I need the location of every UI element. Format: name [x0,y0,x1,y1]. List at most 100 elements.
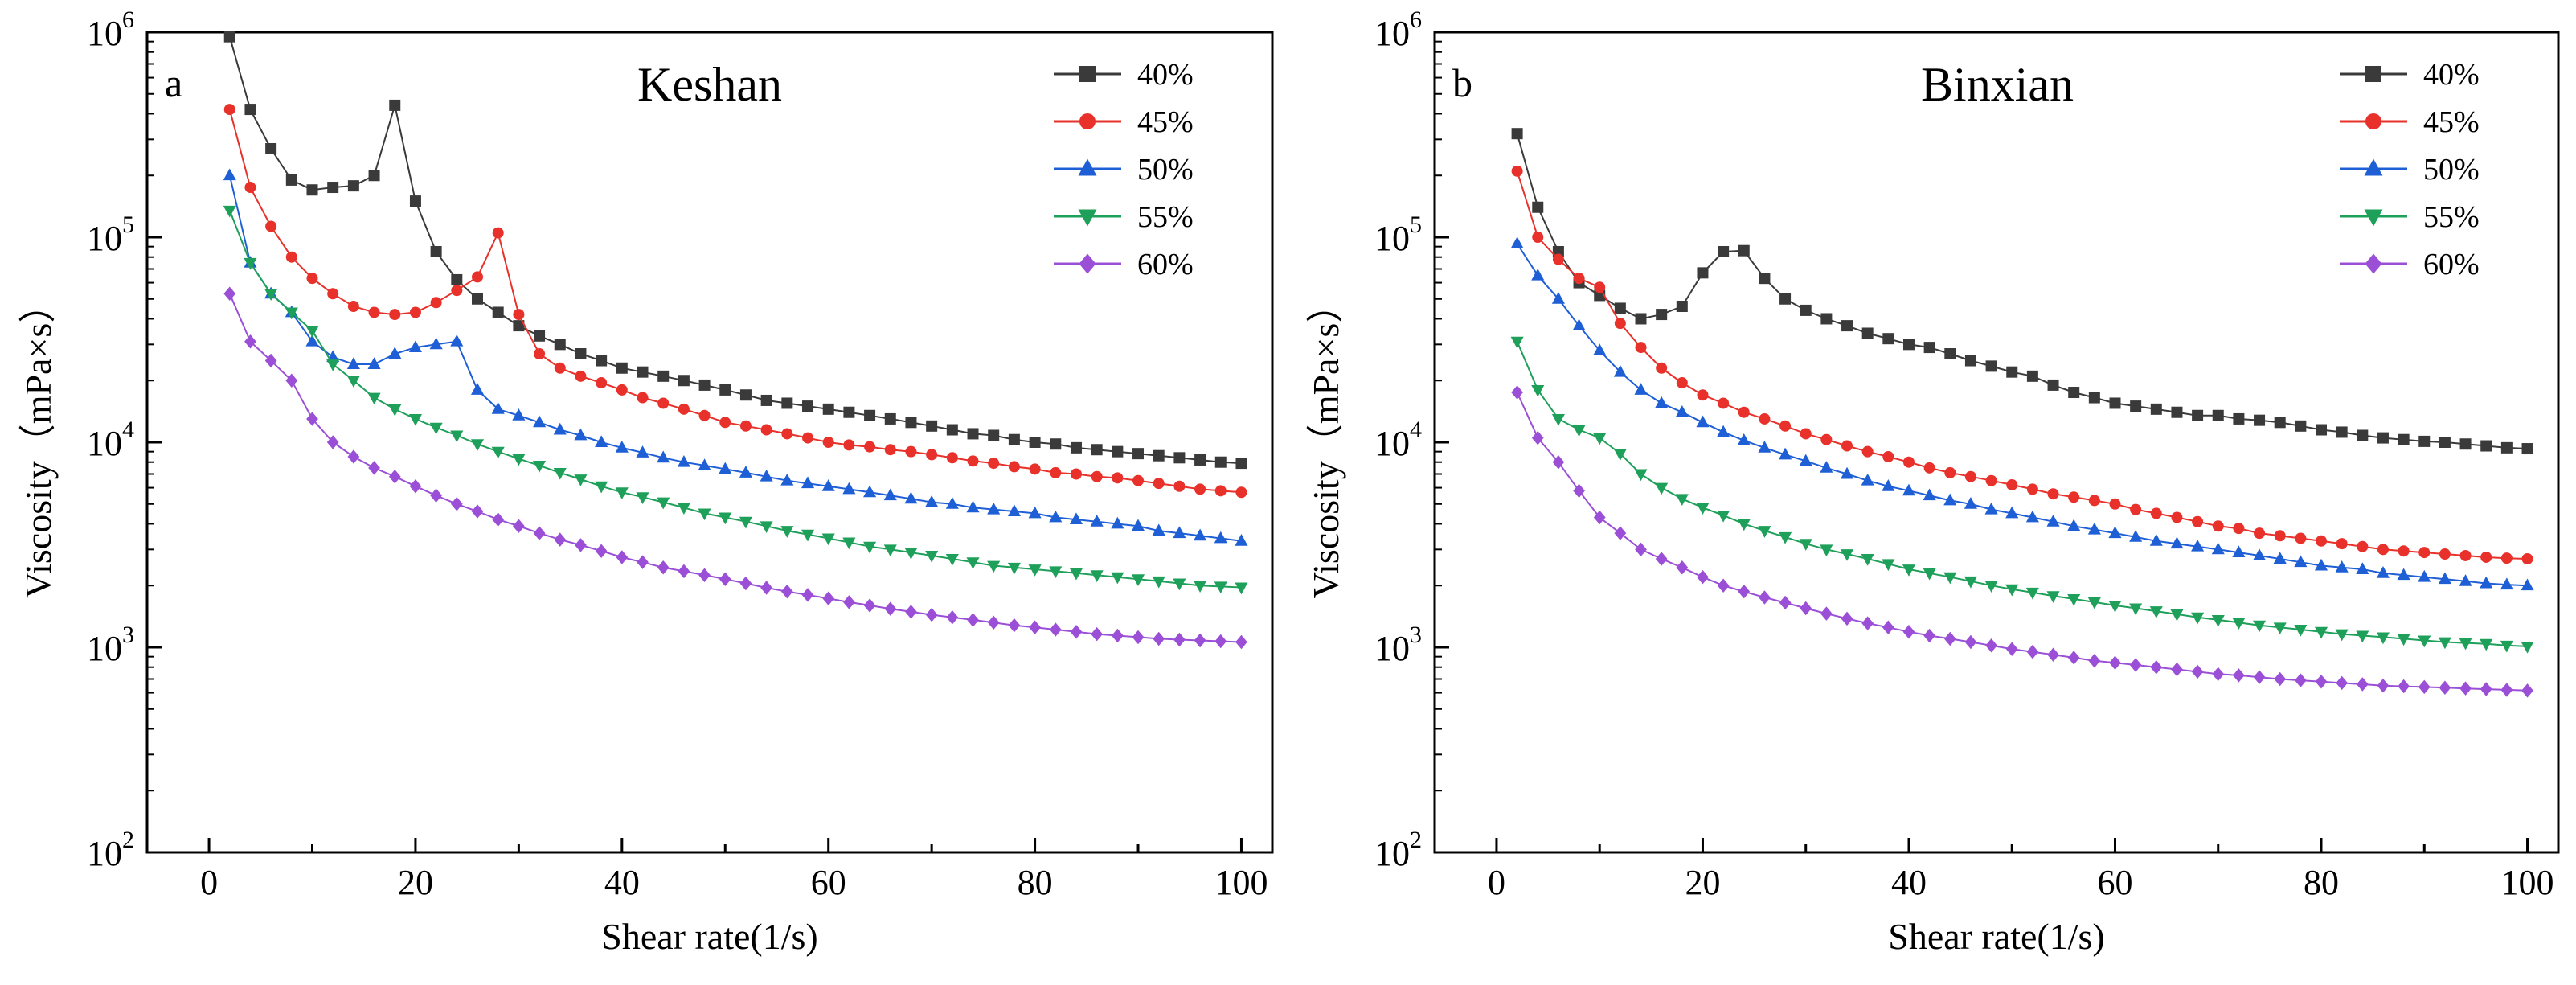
data-point [346,376,360,388]
data-point [821,533,835,546]
data-point [2418,635,2431,648]
data-point [780,526,794,538]
data-point [1007,562,1021,575]
data-point [327,182,339,194]
data-point [2459,438,2472,450]
data-point [2233,668,2245,683]
data-point [534,330,546,342]
data-point [1634,469,1648,482]
data-point [1028,506,1042,519]
data-point [1841,320,1853,332]
data-point [1214,634,1227,649]
y-tick-base: 10 [87,834,122,873]
legend-label: 60% [1137,248,1194,281]
data-point [967,613,979,627]
data-point [1028,564,1042,577]
series-55-percent [223,205,1248,595]
data-point [2294,555,2308,568]
data-point [1964,355,1976,367]
data-point [636,492,649,504]
data-point [2274,417,2286,429]
legend-label: 45% [1137,105,1194,139]
data-point [430,297,442,309]
data-point [2377,544,2389,556]
data-point [780,584,793,599]
data-point [1882,620,1894,635]
data-point [1800,428,1812,440]
data-point [430,245,442,257]
data-point [1008,461,1020,473]
data-point [1173,526,1186,539]
data-point [2316,535,2328,547]
data-point [1656,362,1668,374]
data-point [2500,683,2513,697]
y-tick-label: 102 [1374,827,1422,873]
legend-marker [1078,209,1097,227]
data-point [2026,644,2039,659]
data-point [1235,582,1248,595]
data-point [2398,545,2410,557]
legend-entry: 45% [2340,105,2480,139]
data-point [1820,433,1833,445]
data-point [1964,470,1976,482]
data-point [2005,642,2018,656]
data-point [1820,461,1833,473]
data-point [781,428,793,440]
data-point [1112,472,1124,484]
data-point [884,444,896,456]
legend-entry: 50% [1054,153,1194,187]
data-point [760,581,772,595]
data-point [2314,626,2328,639]
series-55-percent [1510,336,2534,654]
data-point [1861,327,1874,339]
data-point [1759,273,1771,285]
data-point [574,474,588,486]
data-point [1008,618,1021,633]
data-point [987,560,1001,573]
data-point [884,412,896,425]
data-point [1799,539,1812,551]
y-tick-base: 10 [1374,834,1410,873]
data-point [946,452,958,464]
legend-label: 45% [2423,105,2480,139]
data-point [1759,412,1771,425]
data-point [1985,638,1997,653]
data-point [1696,503,1710,515]
data-point [1923,342,1935,354]
data-point [2191,612,2205,625]
data-point [864,409,876,421]
data-point [616,362,628,374]
data-point [657,497,670,510]
data-point [1800,601,1812,616]
data-point [2211,614,2225,627]
data-point [2191,664,2204,679]
data-point [223,31,235,43]
data-point [2274,671,2287,687]
data-point [2170,536,2184,549]
data-point [2521,683,2533,698]
y-tick-exponent: 2 [122,827,134,853]
data-point [1069,568,1083,581]
data-point [821,478,835,491]
data-point [2459,574,2472,586]
data-point [1655,552,1668,566]
panel-title: Binxian [1921,58,2074,111]
data-point [2377,432,2389,444]
data-point [739,516,753,529]
data-point [1510,336,1524,349]
data-point [2087,597,2101,609]
data-point [904,548,918,560]
data-point [2130,400,2142,412]
data-point [1759,590,1771,605]
series-45-percent [223,104,1247,499]
data-point [1655,482,1669,495]
data-point [223,286,236,302]
data-point [326,435,339,449]
data-point [739,576,752,591]
data-point [2418,569,2431,582]
data-point [2500,640,2513,653]
data-point [595,481,608,494]
data-point [1820,544,1833,557]
y-tick-label: 105 [1374,211,1422,258]
